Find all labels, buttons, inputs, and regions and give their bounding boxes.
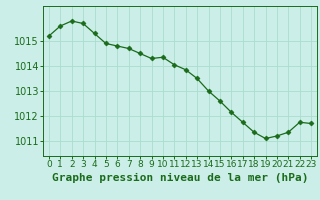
X-axis label: Graphe pression niveau de la mer (hPa): Graphe pression niveau de la mer (hPa)	[52, 173, 308, 183]
